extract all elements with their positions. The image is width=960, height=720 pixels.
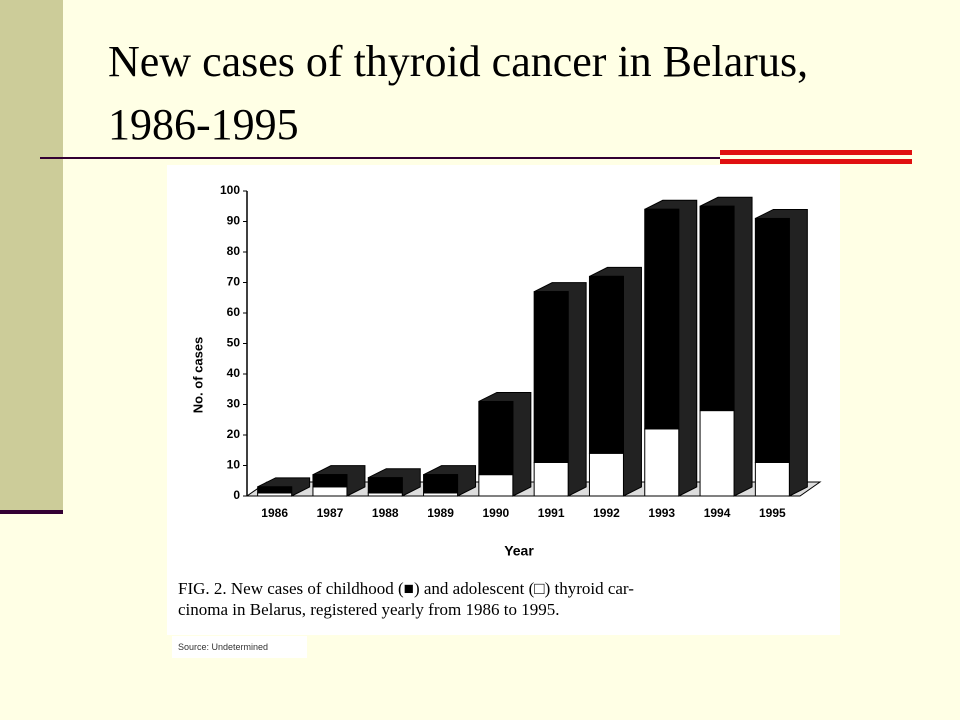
y-tick-label: 100: [220, 183, 240, 197]
y-tick-label: 0: [233, 488, 240, 502]
chart: No. of cases Year FIG. 2. New cases of c…: [167, 165, 840, 635]
bar-segment: [367, 477, 403, 494]
x-tick-label: 1993: [648, 506, 675, 520]
bar-segment: [588, 452, 624, 497]
bar-segment: [699, 410, 735, 497]
bar-segment: [754, 217, 790, 463]
y-tick-label: 10: [227, 458, 241, 472]
bar-segment: [644, 208, 680, 430]
red-rule: [720, 159, 912, 164]
left-band: [0, 0, 63, 510]
x-axis-label: Year: [504, 543, 534, 559]
title-rule: [40, 157, 720, 159]
x-tick-label: 1992: [593, 506, 620, 520]
x-tick-label: 1988: [372, 506, 399, 520]
left-rule: [0, 510, 63, 514]
bar-segment: [699, 205, 735, 412]
y-tick-label: 50: [227, 336, 241, 350]
x-tick-label: 1989: [427, 506, 454, 520]
bar-segment: [533, 291, 569, 463]
bar-segment: [644, 428, 680, 497]
x-tick-label: 1987: [317, 506, 344, 520]
bar-segment: [423, 474, 459, 494]
y-tick-label: 90: [227, 214, 241, 228]
x-tick-label: 1986: [261, 506, 288, 520]
y-tick-label: 30: [227, 397, 241, 411]
caption: FIG. 2. New cases of childhood (■) and a…: [178, 579, 634, 598]
red-rule: [720, 150, 912, 155]
slide-title: New cases of thyroid cancer in Belarus, …: [108, 37, 809, 149]
x-tick-label: 1995: [759, 506, 786, 520]
bar-segment: [478, 474, 514, 497]
bar-segment: [257, 486, 293, 494]
source-note: Source: Undetermined: [172, 636, 307, 658]
y-tick-label: 40: [227, 366, 241, 380]
bar-segment: [533, 461, 569, 497]
x-tick-label: 1991: [538, 506, 565, 520]
x-tick-label: 1990: [482, 506, 509, 520]
bar-segment: [588, 275, 624, 454]
y-tick-label: 70: [227, 275, 241, 289]
bar-segment: [312, 486, 348, 497]
y-tick-label: 80: [227, 244, 241, 258]
y-tick-label: 60: [227, 305, 241, 319]
y-tick-label: 20: [227, 427, 241, 441]
caption: cinoma in Belarus, registered yearly fro…: [178, 600, 559, 619]
y-axis-label: No. of cases: [190, 337, 205, 414]
bar-segment: [312, 474, 348, 488]
x-tick-label: 1994: [704, 506, 731, 520]
bar-segment: [754, 461, 790, 497]
bar-segment: [478, 400, 514, 476]
